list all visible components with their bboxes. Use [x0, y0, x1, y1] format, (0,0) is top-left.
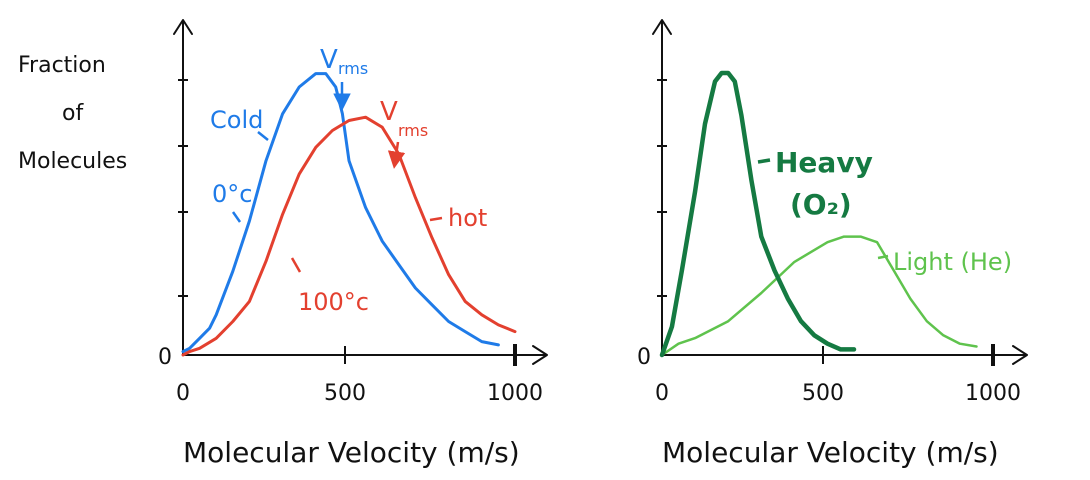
left-x-axis-arrow [532, 345, 548, 365]
hot-label: hot [448, 204, 487, 232]
light-label: Light (He) [893, 248, 1012, 276]
right-y-zero-label: 0 [637, 345, 651, 370]
hot-leader [429, 216, 443, 222]
right-y-axis-arrow [652, 19, 672, 35]
series-cold-line [181, 72, 500, 354]
vrms-hot-v: V [380, 97, 398, 127]
left-x-tick-label-500: 500 [324, 381, 366, 406]
series-light-line [660, 235, 978, 357]
right-xlabel: Molecular Velocity (m/s) [662, 436, 999, 469]
cold-leader [257, 131, 269, 141]
vrms-cold-v: V [320, 45, 338, 75]
zero-c-label: 0°c [212, 180, 252, 208]
left-x-tick-label-0: 0 [176, 381, 190, 406]
right-chart: 0 0 500 1000 Molecular Velocity (m/s) He… [637, 19, 1028, 469]
light-leader [877, 254, 889, 260]
vrms-hot-annotation: V rms [380, 97, 428, 169]
right-x-tick-label-0: 0 [655, 381, 669, 406]
right-x-tick-label-1000: 1000 [965, 381, 1021, 406]
hundred-c-leader [290, 257, 302, 273]
vrms-cold-sub: rms [338, 59, 368, 78]
left-ylabel-line-1: Fraction [18, 53, 106, 78]
series-heavy-line [659, 70, 857, 358]
vrms-hot-arrow [387, 141, 406, 169]
right-x-tick-label-500: 500 [802, 381, 844, 406]
left-ylabel-line-2: of [62, 101, 84, 126]
vrms-hot-sub: rms [398, 121, 428, 140]
hundred-c-label: 100°c [298, 288, 369, 316]
left-y-axis-arrow [173, 19, 193, 35]
cold-label: Cold [210, 106, 263, 134]
left-y-zero-label: 0 [158, 345, 172, 370]
zero-c-leader [231, 211, 242, 223]
left-xlabel: Molecular Velocity (m/s) [183, 436, 520, 469]
series-hot-line [181, 115, 517, 357]
left-ylabel-line-3: Molecules [18, 149, 127, 174]
heavy-leader [757, 158, 771, 164]
left-chart: 0 0 500 1000 Fraction of Molecules Molec… [18, 19, 548, 469]
heavy-label-line-2: (O₂) [790, 188, 852, 221]
heavy-label-line-1: Heavy [775, 146, 873, 179]
right-x-axis-arrow [1012, 345, 1028, 365]
left-x-tick-label-1000: 1000 [487, 381, 543, 406]
vrms-cold-annotation: V rms [320, 45, 368, 111]
